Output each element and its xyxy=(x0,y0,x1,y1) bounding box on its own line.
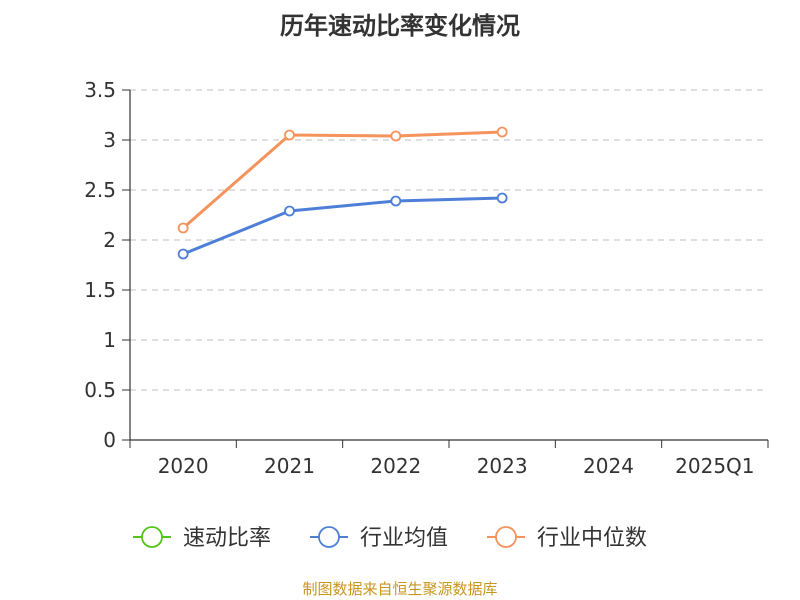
data-point-1 xyxy=(390,195,402,207)
x-tick-label: 2021 xyxy=(264,454,315,478)
data-point-1 xyxy=(496,192,508,204)
y-tick-label: 2 xyxy=(103,228,116,252)
legend-label: 行业中位数 xyxy=(537,526,647,551)
y-tick-label: 1 xyxy=(103,328,116,352)
legend-swatch-marker xyxy=(318,526,340,548)
x-tick-label: 2022 xyxy=(370,454,421,478)
data-point-2 xyxy=(496,126,508,138)
data-point-2 xyxy=(177,222,189,234)
data-point-1 xyxy=(177,248,189,260)
y-tick-label: 3.5 xyxy=(84,78,116,102)
data-point-2 xyxy=(284,129,295,141)
x-tick-label: 2023 xyxy=(477,454,528,478)
y-tick-label: 1.5 xyxy=(84,278,116,302)
x-tick-label: 2020 xyxy=(158,454,209,478)
series-line-1 xyxy=(182,196,503,256)
data-point-2 xyxy=(390,130,402,142)
y-tick-label: 2.5 xyxy=(84,178,116,202)
legend-swatch-marker xyxy=(141,526,163,548)
legend-label: 行业均值 xyxy=(360,526,448,551)
x-tick-label: 2024 xyxy=(583,454,634,478)
legend-swatch-marker xyxy=(495,526,517,548)
y-tick-label: 3 xyxy=(103,128,116,152)
data-point-1 xyxy=(284,205,295,217)
y-tick-label: 0.5 xyxy=(84,378,116,402)
x-tick-label: 2025Q1 xyxy=(675,454,754,478)
legend-label: 速动比率 xyxy=(183,526,271,551)
source-note: 制图数据来自恒生聚源数据库 xyxy=(302,580,498,598)
chart-title: 历年速动比率变化情况 xyxy=(280,12,520,40)
y-tick-label: 0 xyxy=(103,428,116,452)
series-line-2 xyxy=(182,130,503,230)
